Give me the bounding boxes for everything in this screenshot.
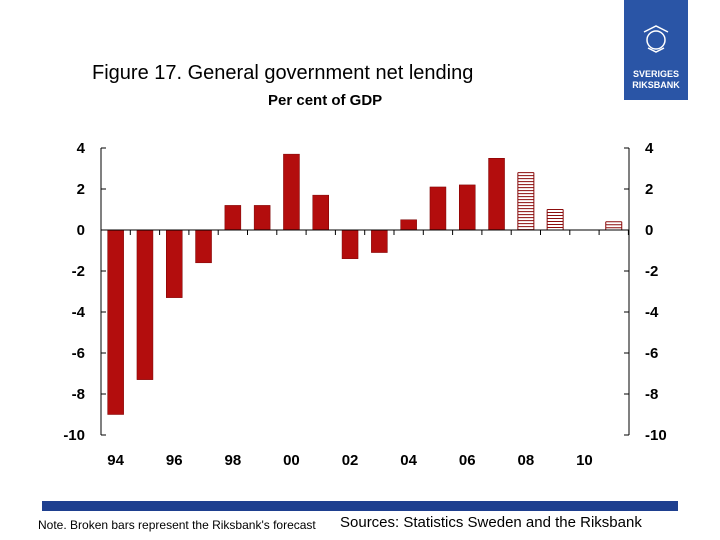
- y-tick-label-right: -10: [645, 427, 667, 444]
- footer-bar: [42, 501, 678, 511]
- x-tick-label: 08: [518, 452, 535, 469]
- x-tick-label: 02: [342, 452, 359, 469]
- y-tick-label-left: -2: [72, 263, 85, 280]
- x-tick-label: 04: [400, 452, 417, 469]
- riksbank-logo: SVERIGES RIKSBANK: [624, 0, 688, 100]
- chart-title: Figure 17. General government net lendin…: [92, 62, 474, 84]
- y-tick-label-right: 4: [645, 140, 654, 157]
- bar: [312, 194, 329, 231]
- y-tick-label-left: 2: [77, 181, 85, 198]
- chart-subtitle: Per cent of GDP: [268, 92, 383, 109]
- y-tick-label-right: -2: [645, 263, 658, 280]
- bar: [195, 229, 212, 264]
- y-tick-label-right: 0: [645, 222, 653, 239]
- bar: [488, 158, 505, 231]
- y-tick-label-right: -4: [645, 304, 659, 321]
- logo-crown: [643, 25, 669, 53]
- bar: [166, 229, 183, 298]
- logo-text-line1: SVERIGES: [633, 69, 679, 79]
- x-tick-label: 96: [166, 452, 183, 469]
- sources-text: Sources: Statistics Sweden and the Riksb…: [340, 514, 642, 531]
- forecast-bar: [605, 221, 623, 230]
- footnote: Note. Broken bars represent the Riksbank…: [38, 518, 316, 532]
- y-tick-label-right: 2: [645, 181, 653, 198]
- bar: [136, 229, 154, 380]
- x-tick-label: 94: [107, 452, 124, 469]
- bar: [253, 205, 271, 231]
- bar: [283, 153, 300, 231]
- y-tick-label-left: 0: [77, 222, 85, 239]
- logo-background: [624, 0, 688, 100]
- y-tick-label-left: -4: [72, 304, 86, 321]
- bar: [107, 229, 124, 415]
- bar: [400, 219, 417, 231]
- y-tick-label-right: -8: [645, 386, 658, 403]
- logo-emblem: [646, 30, 666, 50]
- y-tick-label-left: -10: [63, 427, 85, 444]
- logo-text-line2: RIKSBANK: [632, 80, 680, 90]
- x-tick-label: 00: [283, 452, 300, 469]
- bar: [429, 186, 447, 231]
- y-tick-label-left: -6: [72, 345, 85, 362]
- y-tick-label-left: -8: [72, 386, 85, 403]
- x-tick-label: 06: [459, 452, 476, 469]
- y-tick-label-left: 4: [77, 140, 86, 157]
- bar: [341, 229, 359, 259]
- y-tick-label-right: -6: [645, 345, 658, 362]
- x-tick-label: 10: [576, 452, 593, 469]
- x-tick-label: 98: [225, 452, 242, 469]
- forecast-bar: [517, 172, 535, 231]
- bar: [459, 184, 476, 231]
- forecast-bar: [546, 209, 564, 230]
- bar: [371, 229, 388, 253]
- bar: [224, 205, 242, 231]
